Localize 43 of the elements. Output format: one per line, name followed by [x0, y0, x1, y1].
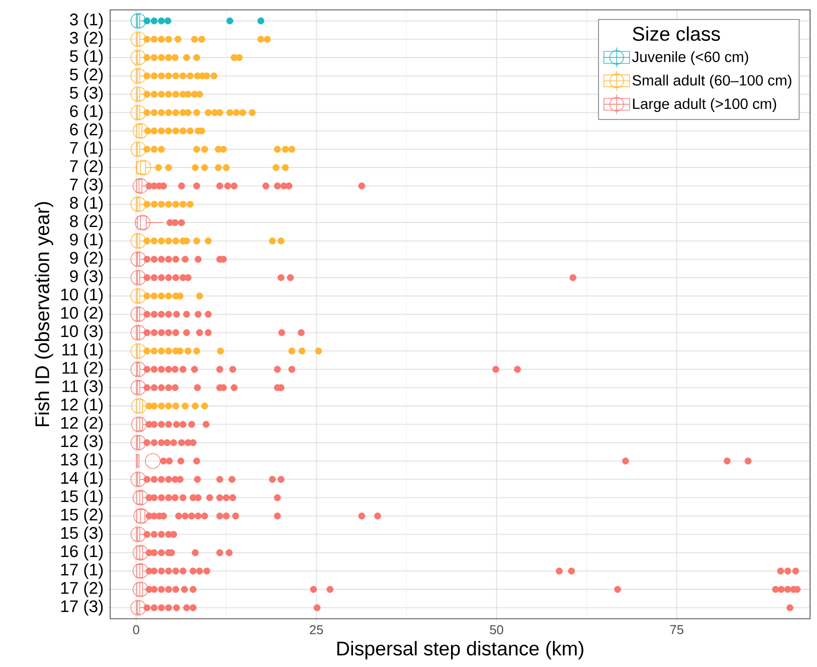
y-tick-label: 9 (2)	[70, 251, 103, 267]
y-tick-label: 5 (2)	[70, 68, 103, 84]
y-tick-label: 15 (3)	[61, 526, 103, 542]
x-tick-label: 50	[490, 625, 504, 634]
y-tick-label: 11 (1)	[62, 343, 103, 359]
y-tick-label: 10 (1)	[61, 288, 103, 304]
y-tick-label: 16 (1)	[61, 544, 103, 560]
y-tick-label: 12 (1)	[61, 398, 103, 414]
y-tick-label: 10 (3)	[61, 324, 103, 340]
y-tick-label: 17 (2)	[61, 581, 103, 598]
y-tick-label: 17 (1)	[61, 563, 103, 579]
y-tick-label: 3 (1)	[70, 12, 103, 29]
y-tick-label: 8 (2)	[70, 214, 103, 230]
y-tick-label: 7 (1)	[70, 141, 103, 157]
legend-label: Juvenile (<60 cm)	[632, 51, 748, 65]
x-axis-title: Dispersal step distance (km)	[337, 640, 584, 660]
y-axis-title: Fish ID (observation year)	[34, 202, 54, 426]
y-tick-label: 8 (1)	[70, 196, 103, 212]
legend-title: Size class	[632, 26, 720, 41]
y-tick-label: 13 (1)	[61, 453, 103, 469]
legend-label: Large adult (>100 cm)	[633, 98, 776, 112]
y-tick-label: 15 (2)	[61, 508, 103, 524]
y-tick-label: 6 (2)	[70, 123, 103, 139]
y-tick-label: 3 (2)	[70, 31, 103, 47]
x-tick-label: 25	[310, 625, 323, 634]
y-tick-label: 7 (2)	[70, 160, 103, 176]
y-tick-label: 5 (1)	[70, 50, 103, 66]
y-tick-label: 5 (3)	[70, 86, 103, 102]
legend-label: Small adult (60–100 cm)	[632, 74, 792, 88]
y-tick-label: 12 (2)	[61, 416, 103, 432]
y-tick-label: 12 (3)	[61, 434, 103, 450]
y-tick-label: 11 (3)	[62, 380, 103, 396]
y-tick-label: 6 (1)	[70, 104, 103, 120]
y-tick-label: 7 (3)	[70, 178, 103, 194]
y-tick-label: 11 (2)	[62, 361, 103, 378]
y-tick-label: 9 (3)	[70, 270, 103, 286]
x-tick-label: 75	[670, 625, 684, 634]
y-tick-label: 15 (1)	[61, 490, 103, 506]
y-tick-label: 14 (1)	[61, 471, 103, 488]
y-tick-label: 10 (2)	[61, 306, 103, 322]
y-tick-label: 9 (1)	[70, 233, 103, 249]
x-tick-label: 0	[133, 625, 140, 634]
y-tick-label: 17 (3)	[61, 600, 103, 616]
